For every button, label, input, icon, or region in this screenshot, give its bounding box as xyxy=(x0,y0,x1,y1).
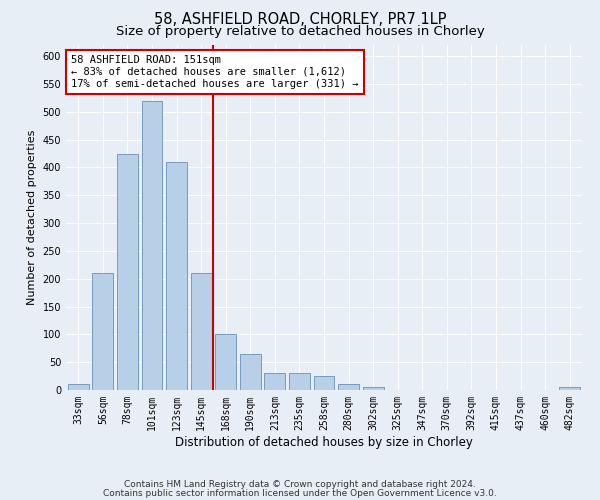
Bar xyxy=(166,162,187,390)
Text: Contains HM Land Registry data © Crown copyright and database right 2024.: Contains HM Land Registry data © Crown c… xyxy=(124,480,476,489)
Bar xyxy=(215,334,236,390)
Text: 58 ASHFIELD ROAD: 151sqm
← 83% of detached houses are smaller (1,612)
17% of sem: 58 ASHFIELD ROAD: 151sqm ← 83% of detach… xyxy=(71,56,359,88)
Y-axis label: Number of detached properties: Number of detached properties xyxy=(27,130,37,305)
Bar xyxy=(289,374,310,390)
Bar xyxy=(314,376,334,390)
Bar xyxy=(92,273,113,390)
Text: Size of property relative to detached houses in Chorley: Size of property relative to detached ho… xyxy=(116,25,484,38)
Bar xyxy=(362,387,383,390)
Bar xyxy=(142,100,163,390)
Bar xyxy=(338,384,359,390)
Bar xyxy=(117,154,138,390)
Bar xyxy=(68,384,89,390)
Bar xyxy=(191,273,212,390)
Text: Contains public sector information licensed under the Open Government Licence v3: Contains public sector information licen… xyxy=(103,488,497,498)
Bar xyxy=(265,374,286,390)
X-axis label: Distribution of detached houses by size in Chorley: Distribution of detached houses by size … xyxy=(175,436,473,448)
Text: 58, ASHFIELD ROAD, CHORLEY, PR7 1LP: 58, ASHFIELD ROAD, CHORLEY, PR7 1LP xyxy=(154,12,446,28)
Bar xyxy=(559,387,580,390)
Bar xyxy=(240,354,261,390)
